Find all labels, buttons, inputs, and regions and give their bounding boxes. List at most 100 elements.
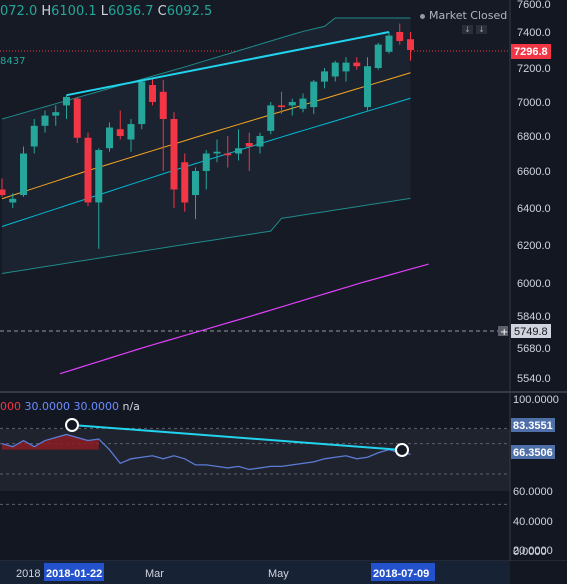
candle-body	[374, 44, 382, 68]
scroll-down-icon[interactable]: ↓	[476, 25, 487, 34]
candle-body	[235, 148, 242, 154]
candle-body	[41, 115, 49, 126]
candle-body	[52, 112, 60, 116]
last-price-badge	[511, 44, 551, 59]
time-badge	[44, 563, 104, 581]
time-label: 2018-01-22	[46, 568, 102, 580]
candle-body	[407, 39, 414, 50]
time-label: 2018-07-09	[373, 568, 429, 580]
candle-body	[213, 151, 221, 154]
rsi-upper-badge	[511, 418, 555, 432]
rsi-lower-label: 66.3506	[513, 447, 553, 459]
candle-body	[342, 62, 350, 72]
ohlc-open: 072.0	[0, 4, 38, 19]
add-alert-icon	[498, 326, 508, 336]
rsi-tick-label: 60.0000	[513, 486, 553, 498]
candle-body	[138, 81, 146, 125]
candle-body	[63, 96, 70, 106]
ohlc-low: 6036.7	[108, 4, 154, 19]
candle-body	[149, 85, 156, 102]
time-label: Mar	[145, 568, 164, 580]
ohlc-close-prefix: C	[157, 4, 167, 19]
candle-body	[256, 136, 264, 147]
candle-body	[73, 98, 81, 138]
candle-body	[202, 153, 210, 171]
time-badge	[371, 563, 435, 581]
time-label: 2018	[16, 568, 40, 580]
candle-body	[116, 129, 124, 136]
candle-body	[364, 66, 371, 108]
candle-body	[385, 35, 393, 52]
candle-body	[0, 189, 6, 196]
price-tick-label: 6200.0	[517, 240, 551, 252]
price-tick-label: 6400.0	[517, 203, 551, 215]
marker-price-badge	[511, 324, 551, 338]
price-tick-label: 7200.0	[517, 63, 551, 75]
trendline-handle	[65, 418, 79, 432]
rsi-value-4: n/a	[122, 400, 140, 413]
rsi-value-2: 30.0000	[24, 400, 71, 413]
price-tick-label: 6600.0	[517, 166, 551, 178]
rsi-tick-label: 0.0000	[513, 546, 547, 558]
candle-body	[331, 62, 339, 77]
rsi-tick-label: 40.0000	[513, 516, 553, 528]
channel-fill	[2, 18, 411, 274]
candle-body	[127, 124, 135, 140]
moving-average-line	[1, 72, 411, 200]
price-tick-label: 7000.0	[517, 97, 551, 109]
ohlc-high: 6100.1	[51, 4, 97, 19]
rsi-tick-label: 100.0000	[513, 394, 559, 406]
candle-body	[20, 153, 27, 196]
trendline-handle	[395, 443, 409, 457]
candle-body	[245, 143, 253, 147]
marker-price-label: 5749.8	[514, 326, 548, 338]
candle-body	[396, 32, 404, 41]
price-tick-label: 5540.0	[517, 373, 551, 385]
ohlc-low-prefix: L	[100, 4, 109, 19]
candle-body	[170, 119, 178, 190]
rsi-line	[1, 433, 411, 471]
candle-body	[288, 102, 296, 106]
status-dot-icon	[420, 13, 425, 19]
rsi-header: 000 30.0000 30.0000 n/a	[0, 400, 140, 413]
candle-body	[299, 98, 307, 109]
candle-body	[310, 81, 318, 108]
indicator-value: 8437	[0, 56, 26, 67]
candle-body	[181, 162, 189, 203]
market-status: Market Closed	[420, 9, 507, 22]
scroll-down-icon[interactable]: ↓	[462, 25, 473, 34]
price-tick-label: 6000.0	[517, 278, 551, 290]
rsi-trendline	[71, 424, 403, 451]
price-tick-label: 7600.0	[517, 0, 551, 11]
candle-body	[9, 198, 17, 203]
price-tick-label: 5680.0	[517, 343, 551, 355]
price-tick-label: 7400.0	[517, 27, 551, 39]
long-ma-line	[59, 263, 429, 375]
candle-body	[224, 153, 232, 156]
candle-body	[278, 105, 285, 108]
candle-body	[267, 105, 275, 131]
candle-body	[321, 71, 328, 82]
price-tick-label: 5840.0	[517, 311, 551, 323]
rsi-lower-badge	[511, 445, 555, 459]
time-label: May	[268, 568, 289, 580]
candle-body	[159, 91, 167, 119]
rsi-value-3: 30.0000	[73, 400, 120, 413]
candle-body	[353, 62, 361, 67]
candle-body	[30, 125, 38, 147]
candle-body	[95, 150, 103, 203]
candle-body	[106, 127, 113, 149]
lower-band-line	[1, 197, 411, 274]
ohlc-high-prefix: H	[41, 4, 52, 19]
price-tick-label: 6800.0	[517, 131, 551, 143]
ohlc-readout: 072.0 H6100.1 L6036.7 C6092.5	[0, 4, 212, 19]
rsi-value-1: 000	[0, 400, 21, 413]
rsi-upper-label: 83.3551	[513, 420, 553, 432]
candle-body	[192, 171, 199, 196]
rsi-overbought-fill	[2, 434, 99, 450]
last-price-label: 7296.8	[514, 46, 548, 58]
market-status-label: Market Closed	[429, 9, 508, 22]
ohlc-close: 6092.5	[166, 4, 213, 19]
rsi-tick-label: 20.0000	[513, 545, 553, 557]
